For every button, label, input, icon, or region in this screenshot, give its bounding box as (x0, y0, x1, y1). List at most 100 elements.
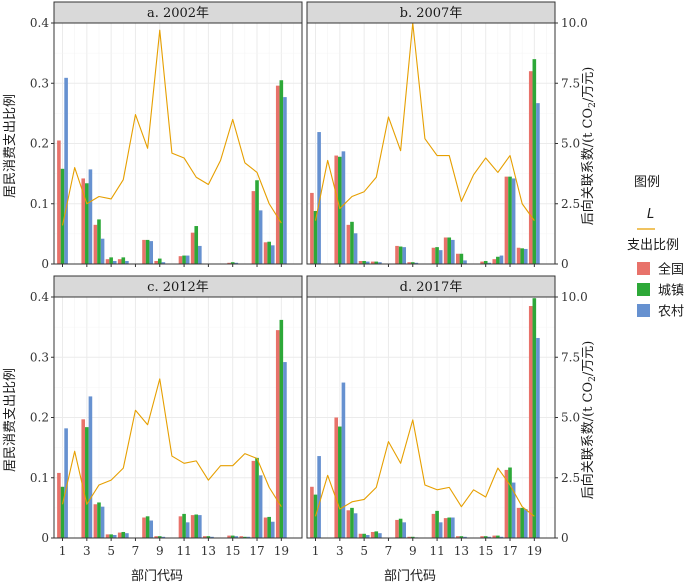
legend-line-label: L (647, 207, 654, 222)
bar-农村 (487, 262, 492, 264)
bar-农村 (353, 233, 358, 264)
bar-全国 (395, 245, 399, 264)
bar-全国 (154, 536, 158, 538)
y-right-title-subscript: 2 (588, 376, 598, 382)
bar-全国 (251, 460, 256, 538)
bar-农村 (88, 396, 93, 538)
bar-城镇 (109, 534, 113, 538)
bar-农村 (523, 248, 528, 264)
bar-城镇 (97, 502, 101, 538)
bar-城镇 (109, 257, 113, 264)
bar-农村 (64, 428, 68, 538)
bar-农村 (161, 262, 166, 264)
bar-城镇 (157, 258, 162, 264)
bar-全国 (516, 507, 521, 538)
y-left-tick-label: 0 (41, 531, 49, 545)
y-right-title-subscript: 2 (588, 102, 598, 108)
bar-城镇 (279, 80, 284, 264)
bar-农村 (438, 522, 443, 538)
bar-农村 (451, 517, 455, 538)
bar-农村 (149, 241, 154, 264)
bar-全国 (178, 256, 183, 264)
bar-城镇 (194, 514, 199, 538)
bar-全国 (142, 517, 146, 538)
bar-全国 (480, 536, 484, 538)
y-right-tick-label: 7.5 (561, 76, 580, 90)
y-right-title-tail: /万元) (581, 341, 596, 376)
bar-农村 (64, 77, 68, 264)
bar-农村 (353, 513, 358, 538)
bar-城镇 (410, 536, 415, 538)
bar-全国 (370, 261, 375, 264)
x-tick-label: 17 (502, 544, 517, 558)
bar-城镇 (255, 180, 259, 264)
y-right-title-main: 后向关联系数/(t CO (580, 382, 596, 499)
bar-农村 (378, 533, 382, 538)
bar-全国 (81, 178, 86, 264)
bar-城镇 (85, 183, 89, 264)
y-right-title-tail: /万元) (581, 67, 596, 102)
bar-城镇 (121, 257, 126, 264)
x-tick-label: 19 (527, 544, 542, 558)
line-series-L (314, 22, 535, 221)
y-right-axis-title-bottom: 后向关联系数/(t CO2/万元) (580, 341, 598, 500)
bar-全国 (117, 532, 122, 538)
bar-全国 (57, 140, 61, 264)
bar-城镇 (435, 247, 439, 264)
x-tick-label: 9 (156, 544, 164, 558)
panel-title: b. 2007年 (400, 6, 463, 21)
bar-全国 (431, 247, 436, 264)
bar-全国 (492, 535, 497, 538)
bar-城镇 (520, 248, 524, 264)
bar-全国 (142, 239, 146, 264)
x-tick-label: 13 (201, 544, 216, 558)
bar-农村 (234, 262, 239, 264)
bar-全国 (105, 259, 110, 264)
bar-农村 (378, 262, 382, 264)
bar-城镇 (182, 255, 186, 264)
bar-城镇 (447, 517, 452, 538)
bar-农村 (511, 178, 516, 264)
bar-城镇 (206, 536, 211, 538)
bar-城镇 (97, 219, 101, 264)
bar-农村 (270, 245, 275, 264)
bar-城镇 (194, 226, 199, 264)
bar-城镇 (447, 237, 452, 264)
bar-城镇 (350, 507, 354, 538)
bar-全国 (346, 224, 351, 264)
bar-全国 (334, 155, 339, 264)
bar-全国 (263, 242, 268, 264)
y-right-title-main: 后向关联系数/(t CO (580, 108, 596, 225)
bar-农村 (246, 536, 251, 538)
bar-全国 (334, 417, 339, 538)
bar-城镇 (483, 260, 488, 264)
line-series-L (61, 29, 282, 226)
bar-农村 (258, 475, 263, 538)
y-right-tick-label: 2.5 (561, 471, 580, 485)
bar-农村 (536, 337, 540, 538)
y-left-tick-label: 0.2 (30, 137, 49, 151)
bar-全国 (190, 232, 195, 264)
bar-城镇 (496, 535, 500, 538)
y-left-tick-label: 0.3 (30, 76, 49, 90)
bar-城镇 (483, 536, 488, 538)
y-left-axis-title-bottom: 居民消费支出比例 (3, 368, 18, 472)
panel-title: c. 2012年 (147, 280, 209, 295)
bar-全国 (370, 531, 375, 538)
bar-全国 (310, 192, 314, 264)
bar-城镇 (145, 516, 150, 538)
legend-swatch-全国 (637, 262, 650, 275)
bar-农村 (258, 210, 263, 264)
bar-城镇 (459, 536, 464, 538)
bar-全国 (275, 85, 280, 264)
bar-城镇 (338, 426, 342, 538)
x-tick-label: 7 (385, 544, 393, 558)
bar-城镇 (398, 518, 403, 538)
bar-农村 (499, 255, 504, 264)
bar-农村 (451, 239, 455, 264)
bar-农村 (511, 482, 516, 538)
bar-全国 (431, 513, 436, 538)
bar-全国 (346, 510, 351, 538)
x-tick-label: 7 (132, 544, 140, 558)
